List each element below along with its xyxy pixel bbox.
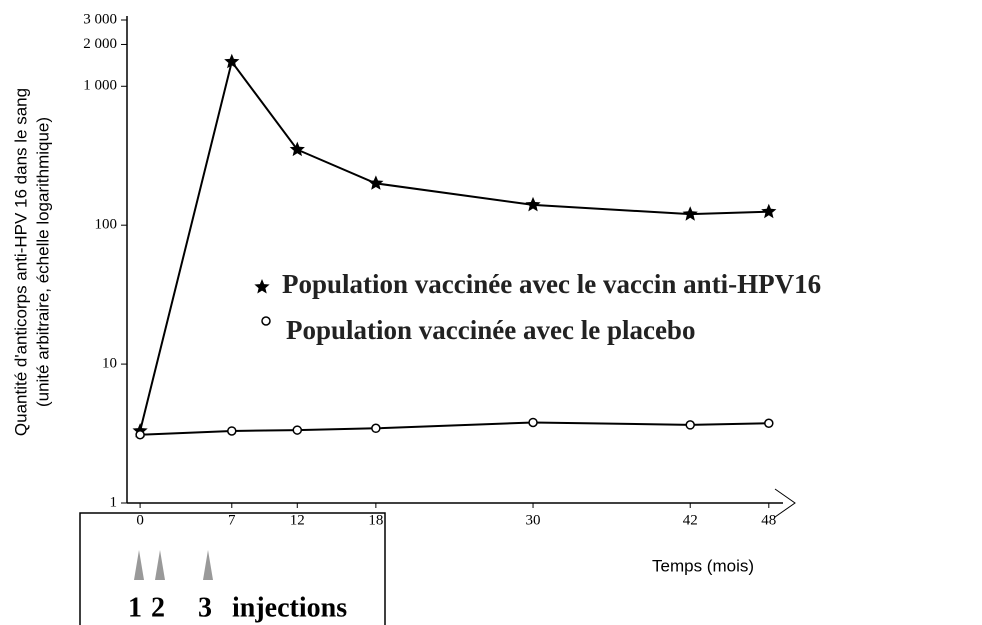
y-tick-label: 2 000 [83, 36, 117, 52]
injection-box [79, 512, 386, 625]
injection-number: 1 [128, 592, 142, 623]
circle-marker [685, 420, 695, 430]
x-tick-label: 30 [526, 512, 541, 528]
x-tick-label: 7 [228, 512, 236, 528]
legend-star [254, 279, 270, 294]
injection-marker [203, 550, 213, 580]
injection-number: 3 [198, 592, 212, 623]
series-line [139, 59, 769, 432]
y-tick-label: 1 000 [83, 78, 117, 94]
star-marker [525, 196, 541, 212]
x-axis-arrow [774, 488, 796, 518]
y-tick-label: 3 000 [83, 11, 117, 27]
y-tick-label: 100 [95, 217, 118, 233]
y-tick-label: 10 [102, 356, 117, 372]
x-tick-label: 42 [683, 512, 698, 528]
injection-marker [134, 550, 144, 580]
x-axis-label: Temps (mois) [652, 556, 754, 575]
injection-number: 2 [151, 592, 165, 623]
legend-label: Population vaccinée avec le vaccin anti-… [282, 269, 821, 299]
circle-marker [764, 418, 774, 429]
x-tick-label: 18 [368, 512, 383, 528]
star-marker [289, 141, 305, 157]
circle-marker [292, 425, 303, 435]
injection-label: injections [232, 592, 347, 623]
star-marker [224, 53, 240, 69]
star-marker [368, 175, 384, 190]
star-marker [761, 203, 777, 219]
circle-marker [371, 423, 381, 434]
circle-marker [528, 417, 538, 428]
circle-marker [135, 429, 145, 440]
y-tick-label: 1 [110, 494, 118, 510]
x-tick-label: 0 [136, 512, 144, 528]
circle-marker [227, 426, 237, 436]
x-tick-label: 12 [290, 512, 305, 528]
injection-marker [155, 550, 165, 580]
legend-circle [261, 316, 271, 326]
y-axis-label: (unité arbitraire, échelle logarithmique… [33, 117, 52, 407]
legend-label: Population vaccinée avec le placebo [286, 315, 695, 345]
x-tick-label: 48 [761, 512, 776, 528]
star-marker [682, 206, 698, 221]
y-axis-label: Quantité d'anticorps anti-HPV 16 dans le… [11, 88, 30, 436]
